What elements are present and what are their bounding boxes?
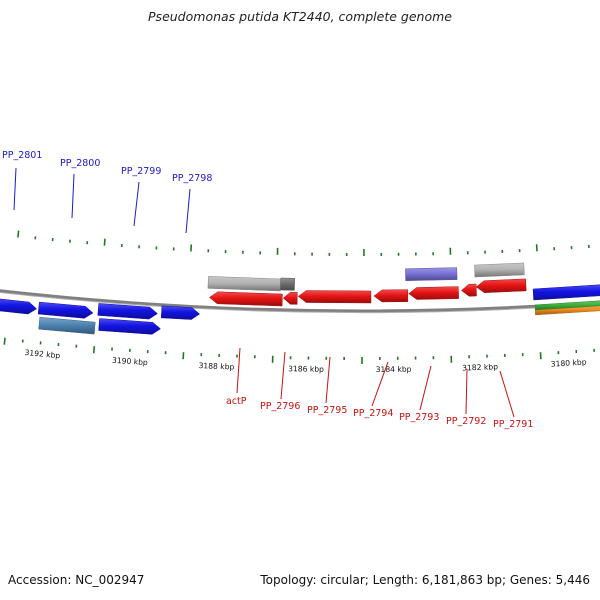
forward-gene-feature <box>38 316 96 335</box>
reverse-gene-leader <box>419 365 432 411</box>
outer-major-tick <box>3 337 6 345</box>
reverse-gene-label: PP_2792 <box>446 416 486 427</box>
forward-cds <box>97 303 158 320</box>
reverse-gene-label: PP_2791 <box>493 419 533 430</box>
genome-summary-text: Topology: circular; Length: 6,181,863 bp… <box>260 573 590 587</box>
inner-major-tick <box>17 230 20 238</box>
tick-label: 3192 kbp <box>24 348 61 360</box>
forward-cds <box>532 284 600 301</box>
misc-feature <box>534 300 600 311</box>
reverse-gene-leader <box>371 361 389 407</box>
reverse-gene-leader <box>280 351 286 400</box>
reverse-cds <box>209 291 283 307</box>
misc-feature <box>534 305 600 316</box>
tick-label: 3184 kbp <box>376 365 412 374</box>
reverse-gene-leader <box>325 356 331 404</box>
reverse-cds <box>461 283 477 297</box>
tick-label: 3180 kbp <box>550 357 586 368</box>
inner-major-tick <box>103 238 106 246</box>
forward-cds <box>37 301 94 319</box>
forward-cds <box>160 305 201 320</box>
reverse-gene-feature <box>207 276 282 292</box>
forward-cds <box>98 318 161 335</box>
reverse-cds <box>297 290 372 304</box>
reverse-cds <box>373 289 409 303</box>
reverse-gene-feature <box>474 262 525 278</box>
reverse-gene-label: PP_2794 <box>353 408 393 419</box>
reverse-cds <box>408 286 459 300</box>
tick-label: 3182 kbp <box>462 362 498 372</box>
forward-gene-leader <box>13 167 17 211</box>
reverse-gene-leader <box>236 347 241 394</box>
tick-label: 3188 kbp <box>198 361 234 372</box>
reverse-gene-label: actP <box>226 396 247 407</box>
forward-gene-leader <box>133 181 140 227</box>
reverse-gene-feature <box>280 277 295 291</box>
forward-gene-label: PP_2798 <box>172 173 212 184</box>
reverse-gene-label: PP_2796 <box>260 401 300 412</box>
forward-gene-leader <box>71 173 75 219</box>
tick-label: 3190 kbp <box>112 356 148 367</box>
reverse-gene-label: PP_2795 <box>307 405 347 416</box>
forward-gene-label: PP_2800 <box>60 158 100 169</box>
reverse-gene-leader <box>465 368 468 415</box>
accession-text: Accession: NC_002947 <box>8 573 145 587</box>
reverse-cds <box>282 291 298 305</box>
reverse-cds <box>475 278 527 293</box>
forward-gene-leader <box>185 188 191 234</box>
reverse-gene-label: PP_2793 <box>399 412 439 423</box>
forward-gene-label: PP_2801 <box>2 150 42 161</box>
tick-label: 3186 kbp <box>288 364 324 374</box>
forward-cds <box>0 298 38 315</box>
genome-backbone <box>0 289 600 313</box>
forward-gene-label: PP_2799 <box>121 166 161 177</box>
reverse-gene-feature <box>405 267 458 281</box>
reverse-gene-leader <box>499 370 515 418</box>
outer-major-tick <box>92 346 96 354</box>
page-title: Pseudomonas putida KT2440, complete geno… <box>148 9 452 24</box>
